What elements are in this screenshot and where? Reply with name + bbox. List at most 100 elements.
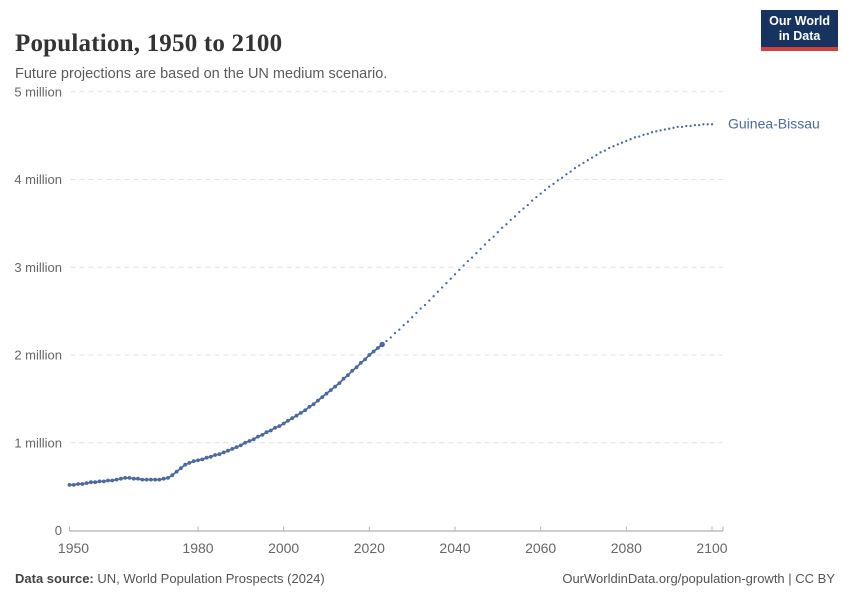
historical-point [316,398,320,403]
historical-point [303,408,307,413]
projection-point [697,123,701,127]
historical-point [358,361,363,365]
projection-point [458,268,461,272]
projection-point [415,311,418,315]
historical-point [333,384,337,389]
projection-point [488,238,491,242]
historical-point [251,437,256,442]
historical-point [76,482,80,486]
historical-point [140,477,145,482]
projection-point [440,286,444,289]
historical-point [114,477,119,482]
projection-point [428,299,431,302]
historical-point [273,425,277,430]
projection-point [509,218,512,222]
projection-point [449,277,452,280]
historical-point [67,483,72,487]
historical-point [136,476,140,481]
historical-point [213,453,218,457]
y-tick-label: 2 million [14,348,62,363]
historical-point [106,478,110,483]
x-tick-label: 1980 [182,540,213,556]
projection-point [603,149,607,152]
historical-point [119,476,123,481]
historical-point [80,482,85,486]
projection-point [385,339,388,343]
projection-point [500,226,504,229]
historical-point [256,434,260,439]
data-source: Data source: UN, World Population Prospe… [15,571,325,586]
historical-point [264,430,269,435]
projection-point [535,195,538,199]
historical-point [226,448,230,453]
owid-logo[interactable]: Our World in Data [761,10,838,51]
projection-point [706,123,709,126]
historical-point [286,418,290,423]
historical-point [294,413,299,418]
last-observed-point [379,341,385,348]
projection-point [590,156,594,159]
owid-logo-line1: Our World [769,14,830,28]
historical-point [328,388,333,392]
historical-point [174,469,179,474]
projection-point [586,159,589,162]
historical-point [238,443,243,448]
historical-point [149,477,153,482]
historical-point [84,481,89,485]
historical-point [127,476,132,480]
projection-point [676,125,679,129]
historical-point [191,459,196,464]
projection-point [650,131,654,134]
historical-point [290,416,295,421]
credit-link[interactable]: OurWorldinData.org/population-growth | C… [562,571,835,586]
historical-point [71,483,76,487]
historical-point [161,476,166,481]
historical-point [170,473,175,478]
y-tick-label: 4 million [14,172,62,187]
projection-point [693,123,697,127]
historical-point [93,480,98,485]
x-tick-label: 2020 [354,540,385,556]
historical-point [153,477,158,482]
historical-point [350,368,355,373]
projection-point [543,188,547,192]
historical-point [208,454,213,459]
chart-subtitle: Future projections are based on the UN m… [15,65,388,82]
x-tick-label: 2080 [611,540,642,556]
historical-point [320,395,325,399]
y-tick-label: 0 [55,523,62,538]
projection-point [556,179,559,182]
projection-point [642,133,645,136]
x-tick-label: 2100 [696,540,727,556]
projection-point [496,231,499,234]
projection-point [578,164,581,167]
owid-logo-line2: in Data [778,29,821,43]
historical-point [311,402,316,407]
projection-point [389,336,392,339]
projection-point [518,210,521,214]
historical-point [277,424,282,428]
projection-point [629,138,632,141]
projection-point [573,166,577,170]
projection-point [608,146,611,150]
historical-point [307,404,312,409]
projection-point [582,161,585,165]
historical-point [298,411,303,415]
historical-point [131,476,136,481]
y-tick-label: 3 million [14,260,62,275]
projection-point [419,307,422,310]
projection-point [539,192,542,195]
historical-point [200,457,205,462]
projection-point [398,328,401,331]
historical-point [324,391,329,396]
historical-point [260,433,265,437]
historical-point [196,458,200,463]
historical-point [183,462,188,467]
projection-point [453,273,457,276]
historical-point [354,365,359,370]
projection-point [479,247,482,251]
population-line-historical [69,343,383,486]
projection-point [445,281,448,285]
